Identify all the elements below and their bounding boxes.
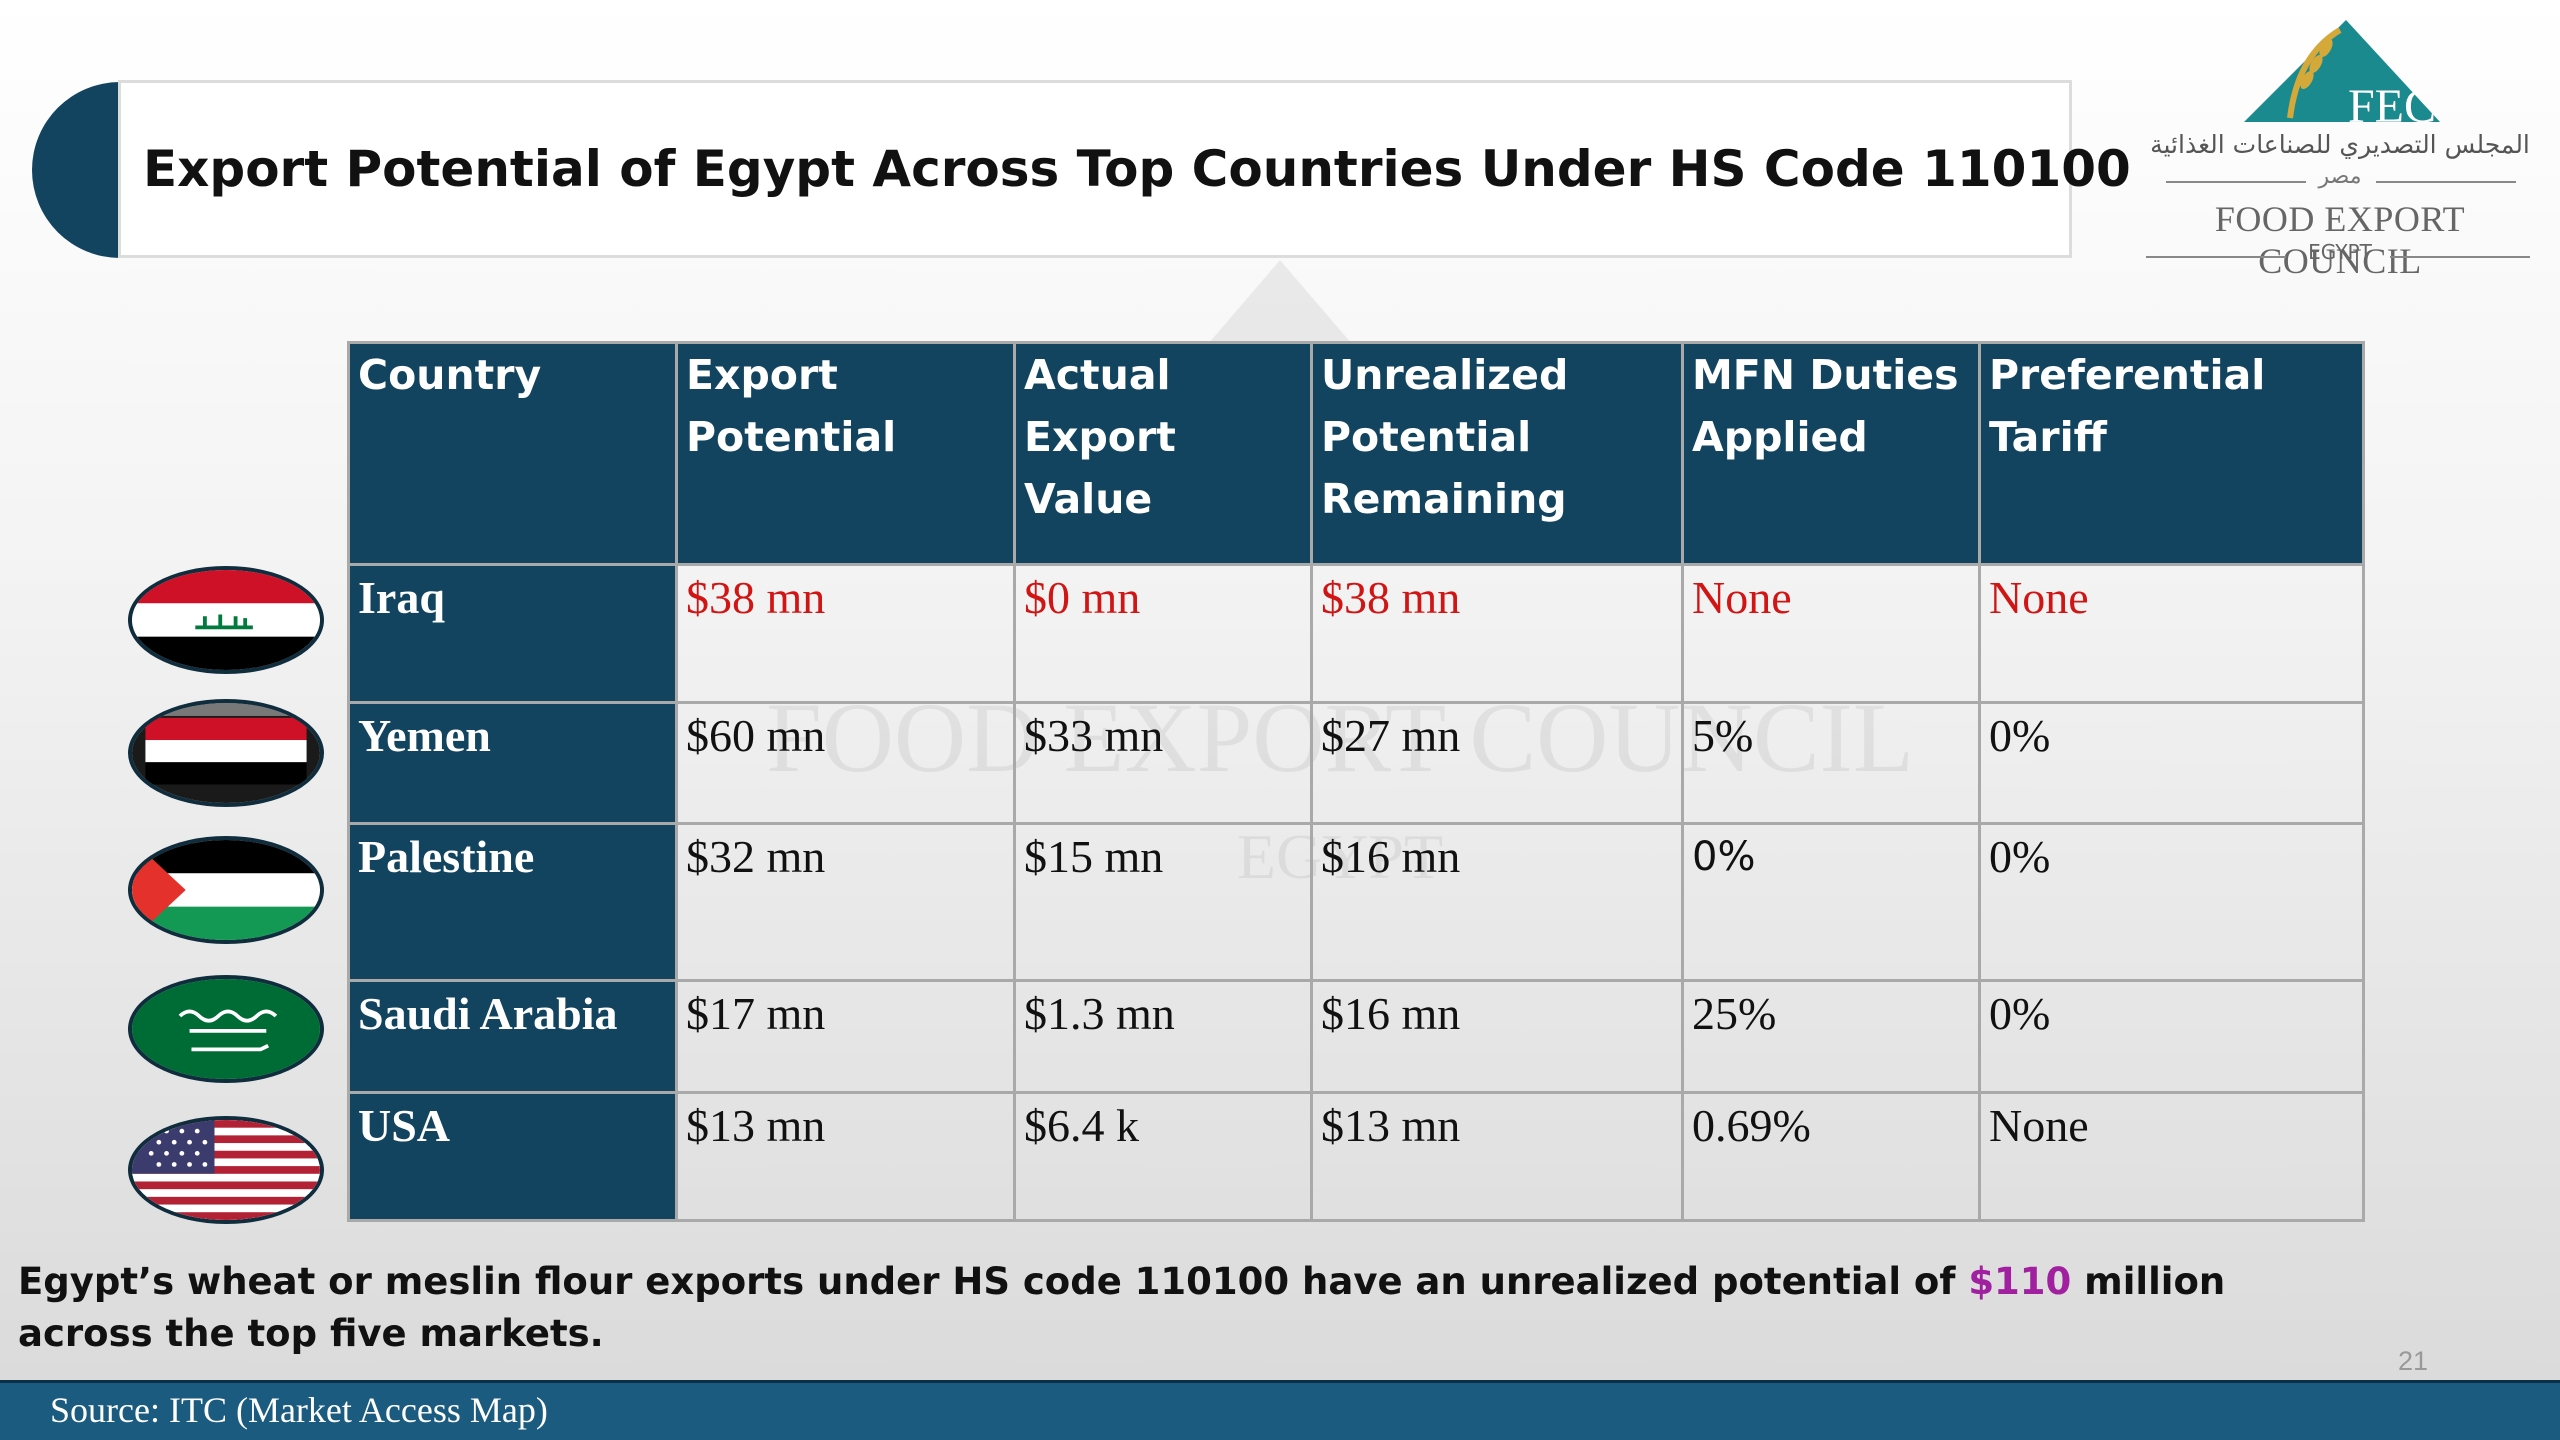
header-preferential-tariff: Preferential Tariff bbox=[1978, 341, 2365, 566]
source-text: Source: ITC (Market Access Map) bbox=[50, 1390, 548, 1430]
export-potential-cell: $13 mn bbox=[675, 1091, 1016, 1222]
header-unrealized-potential: Unrealized Potential Remaining bbox=[1310, 341, 1684, 566]
preferential-cell: 0% bbox=[1978, 701, 2365, 825]
table-row: Palestine $32 mn $15 mn $16 mn 0% 0% bbox=[347, 822, 2365, 982]
country-cell: USA bbox=[347, 1091, 678, 1222]
title-bar: Export Potential of Egypt Across Top Cou… bbox=[118, 80, 2131, 258]
unrealized-cell: $27 mn bbox=[1310, 701, 1684, 825]
export-potential-cell: $38 mn bbox=[675, 563, 1016, 704]
mfn-cell: 25% bbox=[1681, 979, 1981, 1094]
usa-flag-icon bbox=[128, 1116, 324, 1224]
preferential-cell: 0% bbox=[1978, 822, 2365, 982]
palestine-flag-icon bbox=[128, 836, 324, 944]
fec-logo: FEC المجلس التصديري للصناعات الغذائية مص… bbox=[2140, 18, 2540, 281]
header-country: Country bbox=[347, 341, 678, 566]
fec-triangle-icon: FEC bbox=[2244, 20, 2440, 128]
country-cell: Saudi Arabia bbox=[347, 979, 678, 1094]
iraq-flag-icon bbox=[128, 566, 324, 674]
logo-english: FOOD EXPORT COUNCIL bbox=[2214, 199, 2466, 281]
source-footer: Source: ITC (Market Access Map) bbox=[0, 1380, 2560, 1440]
saudi-flag-icon bbox=[128, 975, 324, 1083]
mfn-cell: 0% bbox=[1681, 822, 1981, 982]
logo-country: EGYPT bbox=[2308, 240, 2372, 264]
actual-export-cell: $0 mn bbox=[1013, 563, 1313, 704]
logo-arabic-sub: مصر bbox=[2318, 164, 2362, 189]
table-row: USA $13 mn $6.4 k $13 mn 0.69% None bbox=[347, 1091, 2365, 1222]
export-potential-cell: $60 mn bbox=[675, 701, 1016, 825]
export-potential-table: Country Export Potential Actual Export Val… bbox=[347, 341, 2365, 1222]
actual-export-cell: $33 mn bbox=[1013, 701, 1313, 825]
unrealized-cell: $13 mn bbox=[1310, 1091, 1684, 1222]
header-actual-export-value: Actual Export Value bbox=[1013, 341, 1313, 566]
caption-text-before: Egypt’s wheat or meslin flour exports un… bbox=[18, 1260, 1969, 1303]
preferential-cell: 0% bbox=[1978, 979, 2365, 1094]
table-header-row: Country Export Potential Actual Export Val… bbox=[347, 341, 2365, 566]
yemen-flag-icon bbox=[128, 699, 324, 807]
country-cell: Yemen bbox=[347, 701, 678, 825]
header-export-potential: Export Potential bbox=[675, 341, 1016, 566]
header-mfn-duties: MFN Duties Applied bbox=[1681, 341, 1981, 566]
actual-export-cell: $6.4 k bbox=[1013, 1091, 1313, 1222]
preferential-cell: None bbox=[1978, 563, 2365, 704]
table-row: Iraq $38 mn $0 mn $38 mn None None bbox=[347, 563, 2365, 704]
unrealized-cell: $16 mn bbox=[1310, 822, 1684, 982]
actual-export-cell: $15 mn bbox=[1013, 822, 1313, 982]
page-title: Export Potential of Egypt Across Top Cou… bbox=[143, 140, 2131, 198]
caption-highlight-value: $110 bbox=[1968, 1260, 2072, 1303]
actual-export-cell: $1.3 mn bbox=[1013, 979, 1313, 1094]
country-cell: Iraq bbox=[347, 563, 678, 704]
unrealized-cell: $38 mn bbox=[1310, 563, 1684, 704]
logo-arabic: المجلس التصديري للصناعات الغذائية bbox=[2150, 130, 2530, 159]
logo-mark: FEC bbox=[2348, 80, 2436, 128]
country-cell: Palestine bbox=[347, 822, 678, 982]
table-row: Yemen $60 mn $33 mn $27 mn 5% 0% bbox=[347, 701, 2365, 825]
unrealized-cell: $16 mn bbox=[1310, 979, 1684, 1094]
export-potential-cell: $32 mn bbox=[675, 822, 1016, 982]
mfn-cell: 5% bbox=[1681, 701, 1981, 825]
mfn-cell: 0.69% bbox=[1681, 1091, 1981, 1222]
preferential-cell: None bbox=[1978, 1091, 2365, 1222]
page-number: 21 bbox=[2398, 1346, 2429, 1376]
mfn-cell: None bbox=[1681, 563, 1981, 704]
caption-text-after: million across the top five markets. bbox=[18, 1260, 2226, 1355]
summary-caption: Egypt’s wheat or meslin flour exports un… bbox=[18, 1256, 2338, 1360]
export-potential-cell: $17 mn bbox=[675, 979, 1016, 1094]
table-row: Saudi Arabia $17 mn $1.3 mn $16 mn 25% 0… bbox=[347, 979, 2365, 1094]
